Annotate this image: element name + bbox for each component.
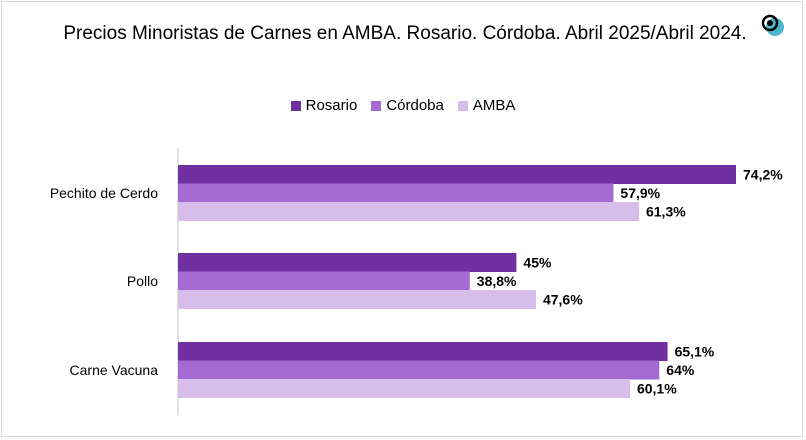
- bar-córdoba: [178, 360, 660, 380]
- bar-córdoba: [178, 271, 470, 291]
- bar-córdoba: [178, 183, 614, 203]
- data-label: 60,1%: [637, 380, 677, 396]
- data-label: 47,6%: [543, 291, 583, 307]
- legend-swatch: [290, 100, 301, 111]
- data-label: 57,9%: [620, 185, 660, 201]
- legend-label: Rosario: [305, 97, 358, 114]
- data-label: 74,2%: [743, 166, 783, 182]
- bar-rosario: [178, 253, 517, 272]
- bar-rosario: [178, 342, 668, 361]
- bar-rosario: [178, 165, 736, 184]
- bar-amba: [178, 379, 630, 398]
- legend-item-rosario: Rosario: [290, 97, 358, 114]
- legend-label: AMBA: [472, 97, 516, 114]
- data-label: 65,1%: [675, 343, 715, 359]
- bar-amba: [178, 202, 639, 221]
- category-label: Pechito de Cerdo: [50, 185, 158, 201]
- category-label: Carne Vacuna: [70, 362, 159, 378]
- legend-label: Córdoba: [386, 97, 444, 114]
- data-label: 45%: [523, 254, 552, 270]
- legend-item-córdoba: Córdoba: [371, 97, 444, 114]
- chart-legend: Rosario Córdoba AMBA: [0, 97, 806, 114]
- data-label: 38,8%: [477, 273, 517, 289]
- legend-swatch: [457, 100, 468, 111]
- data-label: 64%: [666, 362, 695, 378]
- category-label: Pollo: [127, 273, 158, 289]
- eye-logo-icon: [760, 14, 788, 43]
- data-label: 61,3%: [646, 203, 686, 219]
- legend-swatch: [371, 100, 382, 111]
- bar-amba: [178, 290, 536, 309]
- chart-title: Precios Minoristas de Carnes en AMBA. Ro…: [63, 23, 747, 44]
- legend-item-amba: AMBA: [457, 97, 516, 114]
